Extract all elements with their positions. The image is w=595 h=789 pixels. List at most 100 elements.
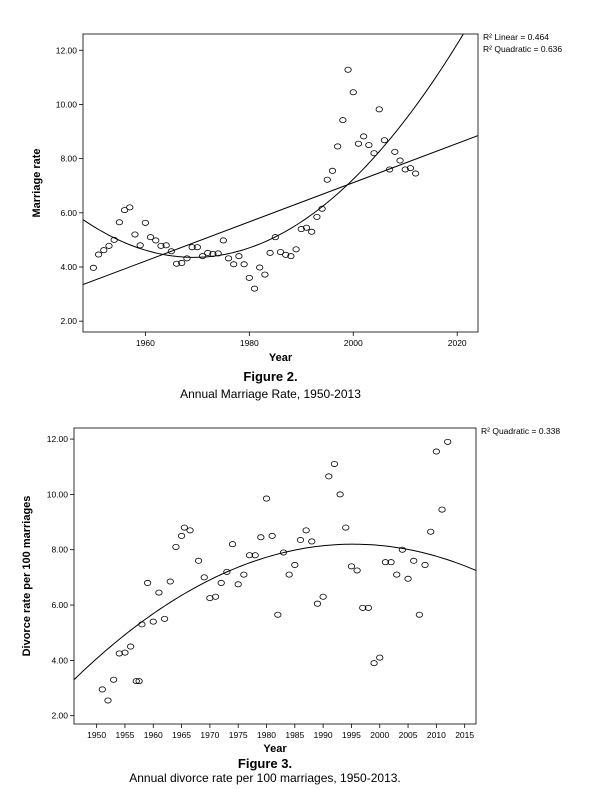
fig3-xtick-label: 1955: [115, 730, 134, 740]
fig3-xtick-label: 1950: [87, 730, 106, 740]
fig2-data-point: [178, 259, 186, 266]
fig3-data-point: [245, 552, 254, 559]
fig2-data-point: [328, 167, 337, 174]
fig3-data-point: [347, 563, 356, 570]
fig3-plot-frame: [73, 427, 477, 725]
fig2-data-point: [323, 176, 331, 183]
fig2-data-point: [308, 228, 316, 235]
fig2-data-point: [120, 207, 129, 214]
fig2-data-point: [266, 249, 274, 256]
fig3-data-point: [387, 559, 395, 566]
fig3-xtick-label: 1990: [314, 730, 333, 740]
fig2-data-point: [198, 253, 207, 260]
fig2-ytick-label: 10.00: [56, 99, 78, 109]
fig2-data-point: [214, 250, 222, 257]
fig3-data-point: [180, 524, 189, 531]
fig3-data-point: [98, 686, 106, 693]
fig3-data-point: [110, 676, 118, 683]
fig2-xtick-label: 2000: [344, 338, 363, 348]
fig2-data-point: [219, 237, 227, 244]
fig2-data-point: [94, 251, 103, 258]
fig2-data-point: [391, 148, 399, 155]
fig2-data-point: [224, 255, 233, 262]
fig3-data-point: [427, 528, 435, 535]
fig3-r2-label: R² Quadratic = 0.338: [481, 426, 560, 436]
fig3-figure-label: Figure 3.: [238, 756, 292, 771]
fig2-data-point: [115, 219, 123, 226]
fig2-data-point: [146, 234, 155, 241]
fig2-figure-label: Figure 2.: [243, 369, 297, 384]
fig2-data-point: [276, 249, 285, 256]
fig3-data-point: [319, 593, 327, 600]
fig3-data-point: [325, 473, 333, 480]
fig3-xtick-label: 2000: [370, 730, 389, 740]
fig3-xtick-label: 1970: [200, 730, 219, 740]
fig3-data-point: [296, 537, 305, 544]
fig3-ytick-label: 12.00: [47, 434, 69, 444]
fig3-xtick-label: 1965: [172, 730, 191, 740]
fig3-xtick-label: 2005: [399, 730, 418, 740]
fig2-data-point: [396, 157, 404, 164]
fig2-data-point: [297, 226, 305, 233]
fig2-data-point: [89, 264, 97, 271]
fig2-data-point: [209, 250, 217, 257]
fig3-data-point: [364, 604, 373, 611]
fig3-data-point: [268, 532, 276, 539]
fig2-data-point: [344, 66, 352, 73]
fig2-data-point: [380, 137, 389, 144]
fig2-data-point: [271, 234, 279, 241]
fig2-ytick-label: 2.00: [60, 316, 77, 326]
fig3-data-point: [274, 611, 282, 618]
fig3-data-point: [342, 524, 350, 531]
fig3-data-point: [155, 589, 163, 596]
fig3-ytick-label: 10.00: [47, 489, 69, 499]
fig3-data-point: [432, 448, 440, 455]
fig3-data-point: [200, 574, 208, 581]
fig2-data-point: [157, 242, 165, 249]
fig3-ytick-label: 6.00: [51, 600, 68, 610]
fig3-xtick-label: 2010: [427, 730, 446, 740]
fig2-data-point: [110, 236, 118, 243]
fig3-data-point: [438, 506, 446, 513]
fig3-data-point: [410, 557, 418, 564]
fig2-data-point: [183, 255, 191, 262]
fig2-data-point: [230, 261, 238, 268]
fig3-data-point: [121, 649, 129, 656]
fig2-data-point: [167, 248, 175, 255]
fig3-data-point: [330, 460, 339, 467]
fig2-data-point: [126, 204, 134, 211]
fig3-data-point: [186, 527, 194, 534]
fig3-quadratic-fit-line: [74, 543, 476, 681]
fig2-data-point: [282, 251, 290, 258]
fig2-ytick-label: 4.00: [60, 262, 77, 272]
fig3-fit-lines: [74, 543, 476, 681]
fig3-chart: 2.00 4.00 6.00 8.00 10.00 12.00 1950 1955 1960 19…: [21, 426, 560, 785]
fig3-data-point: [381, 559, 390, 566]
fig2-data-point: [188, 244, 196, 251]
fig3-xtick-label: 2015: [455, 730, 474, 740]
fig3-ytick-label: 2.00: [51, 711, 68, 721]
fig3-data-point: [127, 643, 135, 650]
fig2-data-point: [313, 213, 321, 220]
fig3-data-point: [234, 581, 242, 588]
fig2-data-point: [318, 205, 326, 212]
fig2-data-point: [172, 260, 181, 267]
fig2-r2-label: R² Quadratic = 0.636: [483, 44, 562, 54]
fig3-data-point: [421, 561, 429, 568]
fig2-data-point: [131, 231, 139, 238]
fig2-data-point: [412, 170, 420, 177]
fig2-xtick-label: 2020: [448, 338, 467, 348]
fig2-data-point: [334, 143, 342, 150]
fig3-xtick-label: 1975: [229, 730, 248, 740]
fig2-data-point: [240, 261, 248, 268]
fig2-r2-label: R² Linear = 0.464: [483, 32, 549, 42]
fig3-data-point: [353, 567, 361, 574]
fig3-data-point: [160, 615, 169, 622]
fig2-data-point: [292, 246, 300, 253]
fig3-data-point: [149, 618, 157, 625]
fig2-data-point: [152, 237, 160, 244]
fig2-data-point: [375, 106, 383, 113]
fig2-data-point: [193, 244, 201, 251]
fig3-points: [98, 438, 452, 704]
fig2-xtick-label: 1960: [136, 338, 155, 348]
